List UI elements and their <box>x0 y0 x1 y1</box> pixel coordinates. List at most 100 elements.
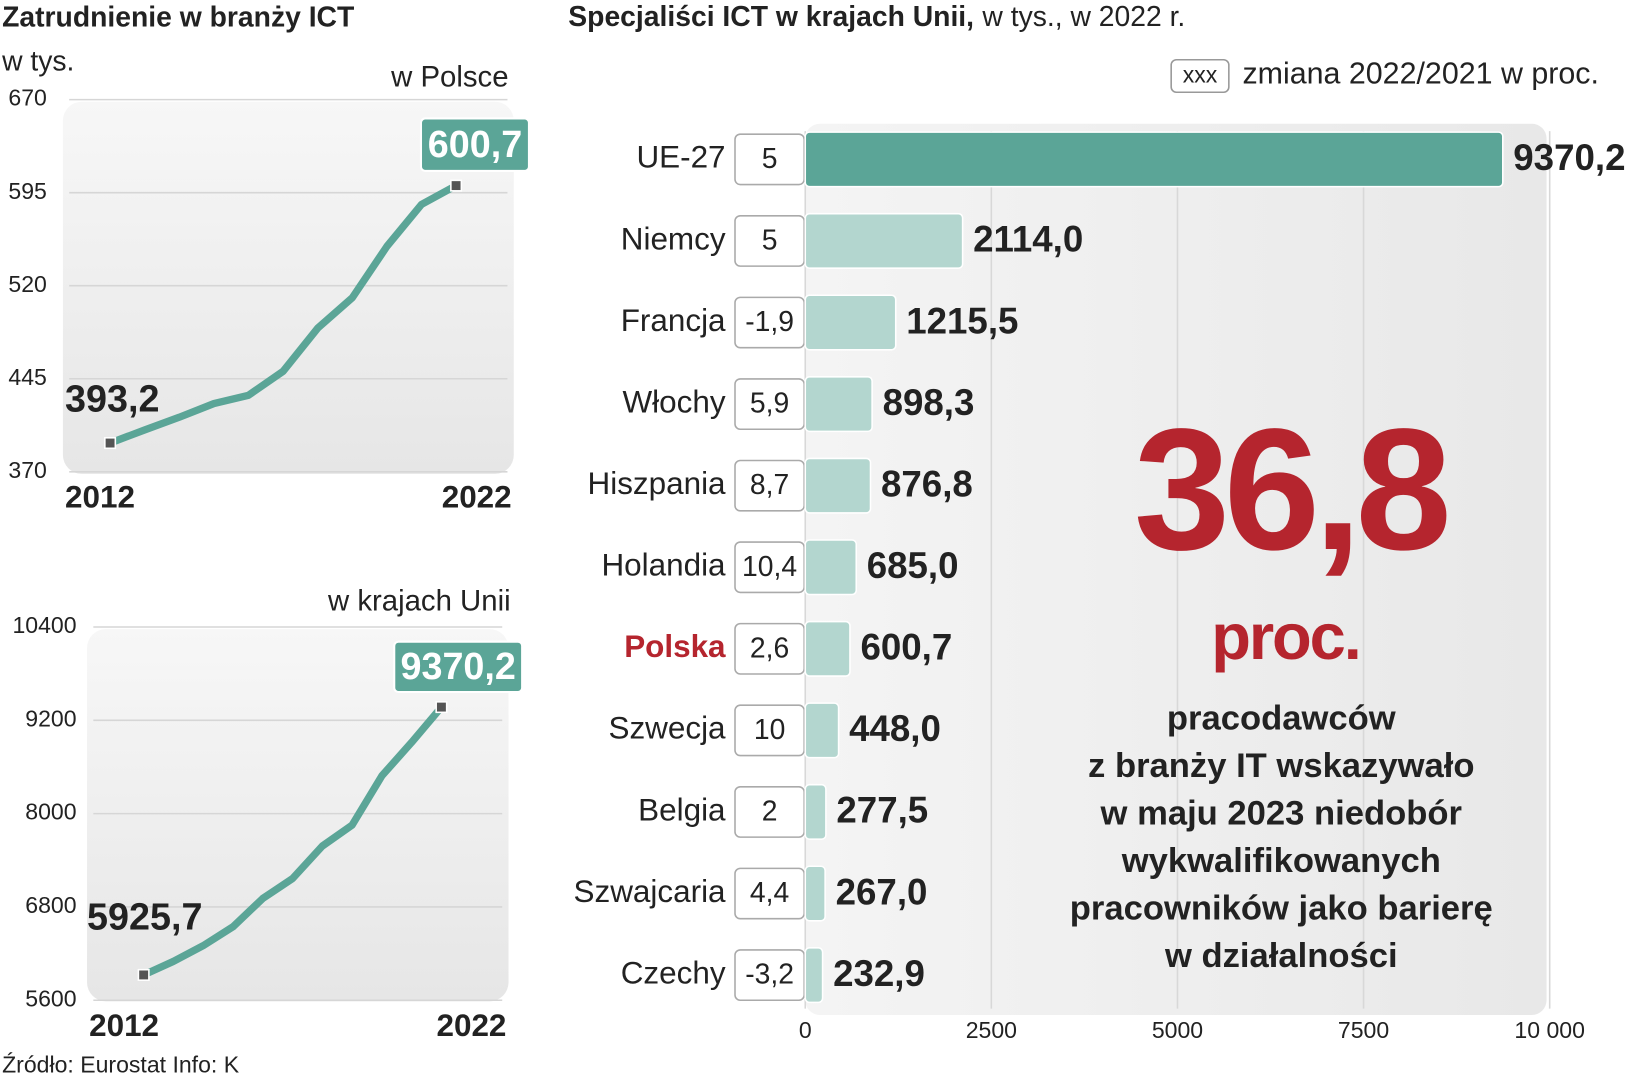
legend-marker <box>1170 58 1230 94</box>
category-label: Włochy <box>622 384 725 419</box>
bar <box>804 783 827 841</box>
category-label: UE-27 <box>636 140 725 175</box>
annotation-text: w maju 2023 niedobór <box>1100 794 1462 832</box>
y-tick-label: 6800 <box>25 892 76 918</box>
end-point <box>137 968 150 981</box>
y-tick-label: 595 <box>8 178 46 204</box>
bar <box>804 457 872 514</box>
x-tick-label: 2500 <box>966 1017 1017 1043</box>
bar <box>804 294 897 351</box>
y-tick-label: 370 <box>8 457 46 483</box>
change-box <box>734 214 805 267</box>
value-label: 448,0 <box>849 708 941 749</box>
y-tick-label: 8000 <box>25 799 76 825</box>
annotation-text: wykwalifikowanych <box>1121 842 1441 880</box>
change-label: -3,2 <box>745 958 794 990</box>
change-box <box>734 786 805 838</box>
value-label: 1215,5 <box>906 300 1018 341</box>
annotation-text: pracowników jako barierę <box>1070 889 1493 927</box>
change-box <box>734 622 805 675</box>
x-tick-label: 5000 <box>1152 1017 1203 1043</box>
change-box <box>734 867 805 920</box>
category-label: Francja <box>621 303 726 338</box>
value-label: 393,2 <box>65 378 159 420</box>
x-tick-label: 2022 <box>442 479 512 514</box>
change-box <box>734 459 805 512</box>
chart-title: Specjaliści ICT w krajach Unii, w tys., w… <box>568 0 1185 32</box>
annotation-text: pracodawców <box>1167 699 1396 737</box>
category-label: Hiszpania <box>588 466 727 501</box>
chart-title-main: Specjaliści ICT w krajach Unii, <box>568 0 974 32</box>
bar <box>804 620 851 677</box>
chart-label: w Polsce <box>390 60 508 93</box>
y-tick-label: 10400 <box>12 612 76 638</box>
end-point <box>450 179 463 192</box>
change-box <box>734 949 805 1002</box>
annotation-unit: proc. <box>1211 600 1359 673</box>
chart-subtitle: w tys., w 2022 r. <box>981 0 1185 32</box>
change-box <box>734 296 805 349</box>
x-tick-label: 0 <box>799 1017 812 1043</box>
line <box>106 181 460 447</box>
category-label: Szwajcaria <box>574 874 727 909</box>
value-label: 9370,2 <box>1513 137 1625 178</box>
category-label: Polska <box>624 629 726 664</box>
legend-marker-text: xxx <box>1183 62 1218 88</box>
change-label: 10 <box>754 713 785 745</box>
change-label: 4,4 <box>750 876 789 908</box>
bar <box>804 376 873 433</box>
annotation-text: z branży IT wskazywało <box>1088 747 1474 785</box>
annotation-text: w działalności <box>1164 937 1398 975</box>
change-label: 5 <box>762 142 778 174</box>
value-label: 5925,7 <box>87 896 202 938</box>
y-tick-label: 520 <box>8 271 46 297</box>
bar <box>804 702 840 759</box>
x-tick-label: 10 000 <box>1514 1017 1585 1043</box>
change-box <box>734 541 805 594</box>
plot-panel <box>87 629 509 1002</box>
x-tick-label: 2012 <box>89 1008 159 1043</box>
change-box <box>734 133 805 186</box>
value-label: 2114,0 <box>973 219 1083 260</box>
end-point <box>104 437 117 450</box>
change-label: 10,4 <box>742 550 797 582</box>
line <box>139 703 446 979</box>
change-box <box>734 378 805 431</box>
x-tick-label: 7500 <box>1338 1017 1389 1043</box>
change-label: 2 <box>762 794 778 826</box>
value-label-box <box>393 640 524 694</box>
annotation-number: 36,8 <box>1134 392 1447 586</box>
value-label: 600,7 <box>428 123 522 165</box>
value-label: 9370,2 <box>400 645 515 687</box>
value-label: 600,7 <box>860 627 952 668</box>
x-tick-label: 2012 <box>65 479 135 514</box>
bar <box>804 865 826 922</box>
value-label: 232,9 <box>833 953 925 994</box>
change-box <box>734 704 805 757</box>
bar <box>804 947 824 1004</box>
change-label: 5,9 <box>750 387 789 419</box>
y-tick-label: 9200 <box>25 705 76 731</box>
value-label: 876,8 <box>881 463 973 504</box>
end-point <box>435 701 448 714</box>
category-label: Czechy <box>621 955 726 990</box>
y-tick-label: 670 <box>8 85 46 111</box>
y-tick-label: 445 <box>8 364 46 390</box>
change-label: 5 <box>762 223 778 255</box>
bar <box>804 539 858 596</box>
y-tick-label: 5600 <box>25 985 76 1011</box>
bar <box>804 212 964 269</box>
value-label: 277,5 <box>836 790 928 831</box>
category-label: Belgia <box>638 792 726 827</box>
bar <box>804 131 1504 188</box>
x-tick-label: 2022 <box>436 1008 506 1043</box>
value-label: 898,3 <box>883 382 975 423</box>
value-label-box <box>419 117 531 172</box>
change-label: 8,7 <box>750 468 789 500</box>
change-label: 2,6 <box>750 631 789 663</box>
category-label: Szwecja <box>608 711 726 746</box>
chart-subtitle: w tys. <box>1 44 74 76</box>
category-label: Holandia <box>601 548 726 583</box>
